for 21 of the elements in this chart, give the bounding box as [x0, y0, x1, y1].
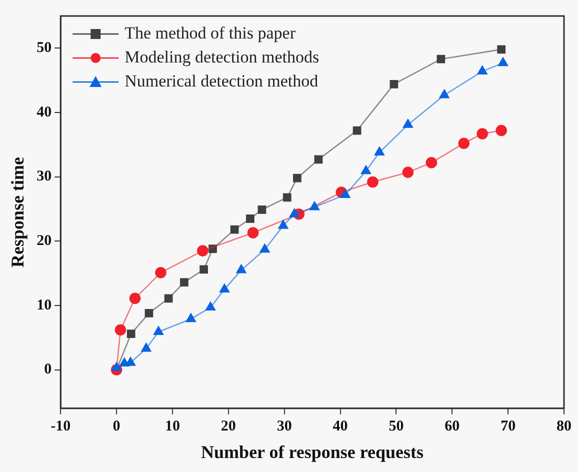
x-tick-label: 20 — [220, 418, 236, 434]
x-tick-label: 40 — [332, 418, 348, 434]
x-tick-label: 60 — [444, 418, 460, 434]
x-tick-label: 50 — [388, 418, 404, 434]
legend-label: The method of this paper — [124, 23, 296, 42]
x-tick-label: 10 — [164, 418, 180, 434]
legend-label: Numerical detection method — [124, 71, 319, 90]
y-tick-label: 30 — [36, 168, 52, 185]
x-axis-title: Number of response requests — [201, 442, 424, 462]
legend-label: Modeling detection methods — [124, 47, 320, 66]
y-tick-label: 20 — [36, 233, 52, 250]
x-tick-label: 80 — [556, 418, 572, 434]
y-tick-label: 50 — [36, 40, 52, 56]
y-axis-title: Response time — [7, 156, 28, 268]
y-tick-label: 10 — [36, 297, 52, 314]
x-tick-label: 70 — [500, 418, 516, 434]
x-tick-label: 0 — [112, 418, 120, 434]
y-tick-label: 40 — [36, 104, 52, 120]
x-tick-label: 30 — [276, 418, 292, 434]
y-tick-label: 0 — [44, 362, 52, 378]
x-tick-label: -10 — [50, 418, 71, 434]
